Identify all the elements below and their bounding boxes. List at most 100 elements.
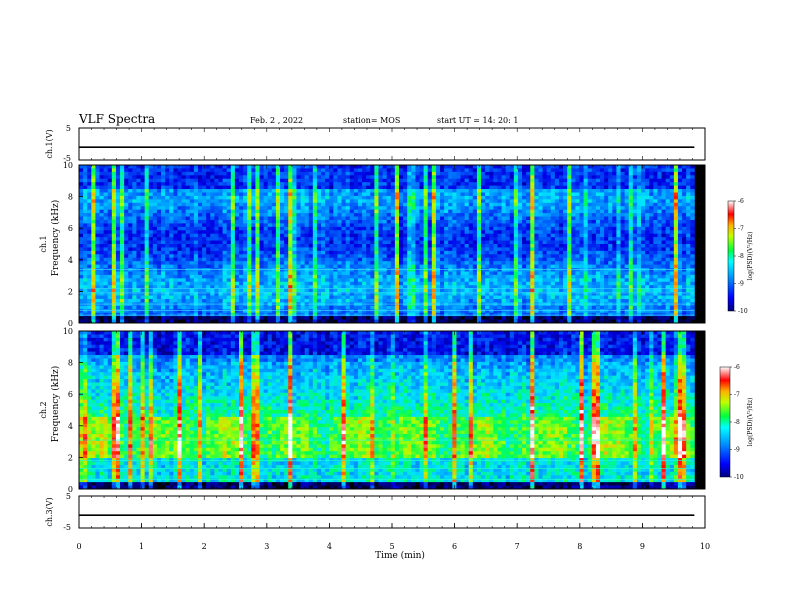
spectrogram-cell	[403, 250, 408, 255]
spectrogram-cell	[107, 244, 113, 248]
spectrogram-cell	[669, 250, 675, 255]
spectrogram-cell	[485, 223, 490, 228]
spectrogram-cell	[300, 178, 306, 183]
spectrogram-cell	[202, 278, 207, 283]
spectrogram-cell	[206, 178, 211, 183]
spectrogram-cell	[472, 257, 478, 262]
spectrogram-cell	[448, 268, 453, 272]
spectrogram-cell	[370, 171, 375, 176]
spectrogram-cell	[612, 168, 617, 173]
spectrogram-cell	[349, 202, 355, 207]
spectrogram-cell	[169, 268, 174, 272]
spectrogram-cell	[677, 192, 683, 197]
spectrogram-cell	[120, 213, 125, 217]
spectrogram-cell	[558, 240, 564, 245]
spectrogram-cell	[202, 168, 207, 173]
spectrogram-cell	[657, 171, 662, 176]
spectrogram-cell	[558, 250, 564, 255]
spectrogram-cell	[173, 240, 178, 245]
spectrogram-cell	[456, 216, 461, 221]
spectrogram-cell	[513, 247, 519, 252]
spectrogram-cell	[390, 178, 396, 183]
spectrogram-cell	[526, 216, 531, 221]
spectrogram-cell	[624, 178, 630, 183]
spectrogram-cell	[366, 261, 371, 265]
spectrogram-cell	[185, 264, 191, 269]
spectrogram-cell	[296, 268, 301, 272]
spectrogram-cell	[677, 185, 683, 190]
spectrogram-cell	[259, 254, 265, 259]
spectrogram-cell	[349, 199, 355, 204]
spectrogram-cell	[304, 189, 310, 193]
spectrogram-cell	[284, 189, 289, 193]
spectrogram-cell	[304, 199, 310, 204]
spectrogram-cell	[321, 192, 326, 197]
spectrogram-cell	[197, 230, 203, 235]
spectrogram-cell	[312, 268, 318, 272]
spectrogram-cell	[357, 226, 363, 231]
spectrogram-cell	[407, 250, 412, 255]
spectrogram-cell	[661, 195, 667, 200]
spectrogram-cell	[251, 202, 256, 207]
spectrogram-cell	[185, 202, 191, 207]
spectrogram-cell	[91, 199, 96, 204]
spectrogram-cell	[95, 171, 100, 176]
spectrogram-cell	[189, 240, 195, 245]
spectrogram-cell	[234, 202, 240, 207]
spectrogram-cell	[579, 226, 584, 231]
spectrogram-cell	[636, 171, 642, 176]
spectrogram-cell	[472, 209, 478, 214]
spectrogram-cell	[366, 223, 371, 228]
spectrogram-cell	[152, 261, 158, 265]
spectrogram-cell	[316, 171, 322, 176]
spectrogram-cell	[583, 168, 589, 173]
spectrogram-cell	[300, 168, 306, 173]
spectrogram-cell	[579, 268, 584, 272]
spectrogram-cell	[546, 213, 552, 217]
spectrogram-cell	[423, 192, 429, 197]
spectrogram-cell	[452, 209, 457, 214]
spectrogram-cell	[530, 192, 535, 197]
spectrogram-cell	[329, 213, 334, 217]
spectrogram-cell	[329, 264, 334, 269]
spectrogram-cell	[542, 226, 548, 231]
spectrogram-cell	[378, 165, 383, 169]
spectrogram-cell	[366, 216, 371, 221]
spectrogram-cell	[558, 209, 564, 214]
spectrogram-cell	[263, 240, 269, 245]
spectrogram-cell	[357, 178, 363, 183]
spectrogram-cell	[271, 250, 277, 255]
spectrogram-cell	[641, 182, 646, 186]
spectrogram-cell	[563, 185, 568, 190]
spectrogram-cell	[243, 223, 248, 228]
spectrogram-cell	[83, 223, 88, 228]
spectrogram-cell	[288, 209, 293, 214]
spectrogram-cell	[390, 247, 396, 252]
spectrogram-cell	[333, 223, 338, 228]
spectrogram-cell	[460, 216, 466, 221]
spectrogram-cell	[546, 237, 552, 241]
spectrogram-cell	[226, 226, 232, 231]
spectrogram-cell	[604, 192, 609, 197]
spectrogram-cell	[522, 168, 527, 173]
spectrogram-cell	[645, 240, 650, 245]
spectrogram-cell	[370, 237, 375, 241]
spectrogram-cell	[567, 226, 572, 231]
spectrogram-cell	[144, 223, 150, 228]
spectrogram-cell	[476, 213, 482, 217]
spectrogram-cell	[669, 223, 675, 228]
spectrogram-cell	[444, 168, 449, 173]
spectrogram-cell	[341, 182, 347, 186]
spectrogram-cell	[444, 223, 449, 228]
spectrogram-cell	[517, 230, 523, 235]
spectrogram-cell	[653, 171, 658, 176]
spectrogram-cell	[218, 271, 223, 276]
spectrogram-cell	[620, 250, 626, 255]
spectrogram-cell	[271, 171, 277, 176]
spectrogram-cell	[161, 206, 166, 211]
spectrogram-cell	[226, 271, 232, 276]
spectrogram-cell	[329, 244, 334, 248]
spectrogram-cell	[554, 271, 560, 276]
spectrogram-cell	[669, 237, 675, 241]
spectrogram-cell	[189, 168, 195, 173]
